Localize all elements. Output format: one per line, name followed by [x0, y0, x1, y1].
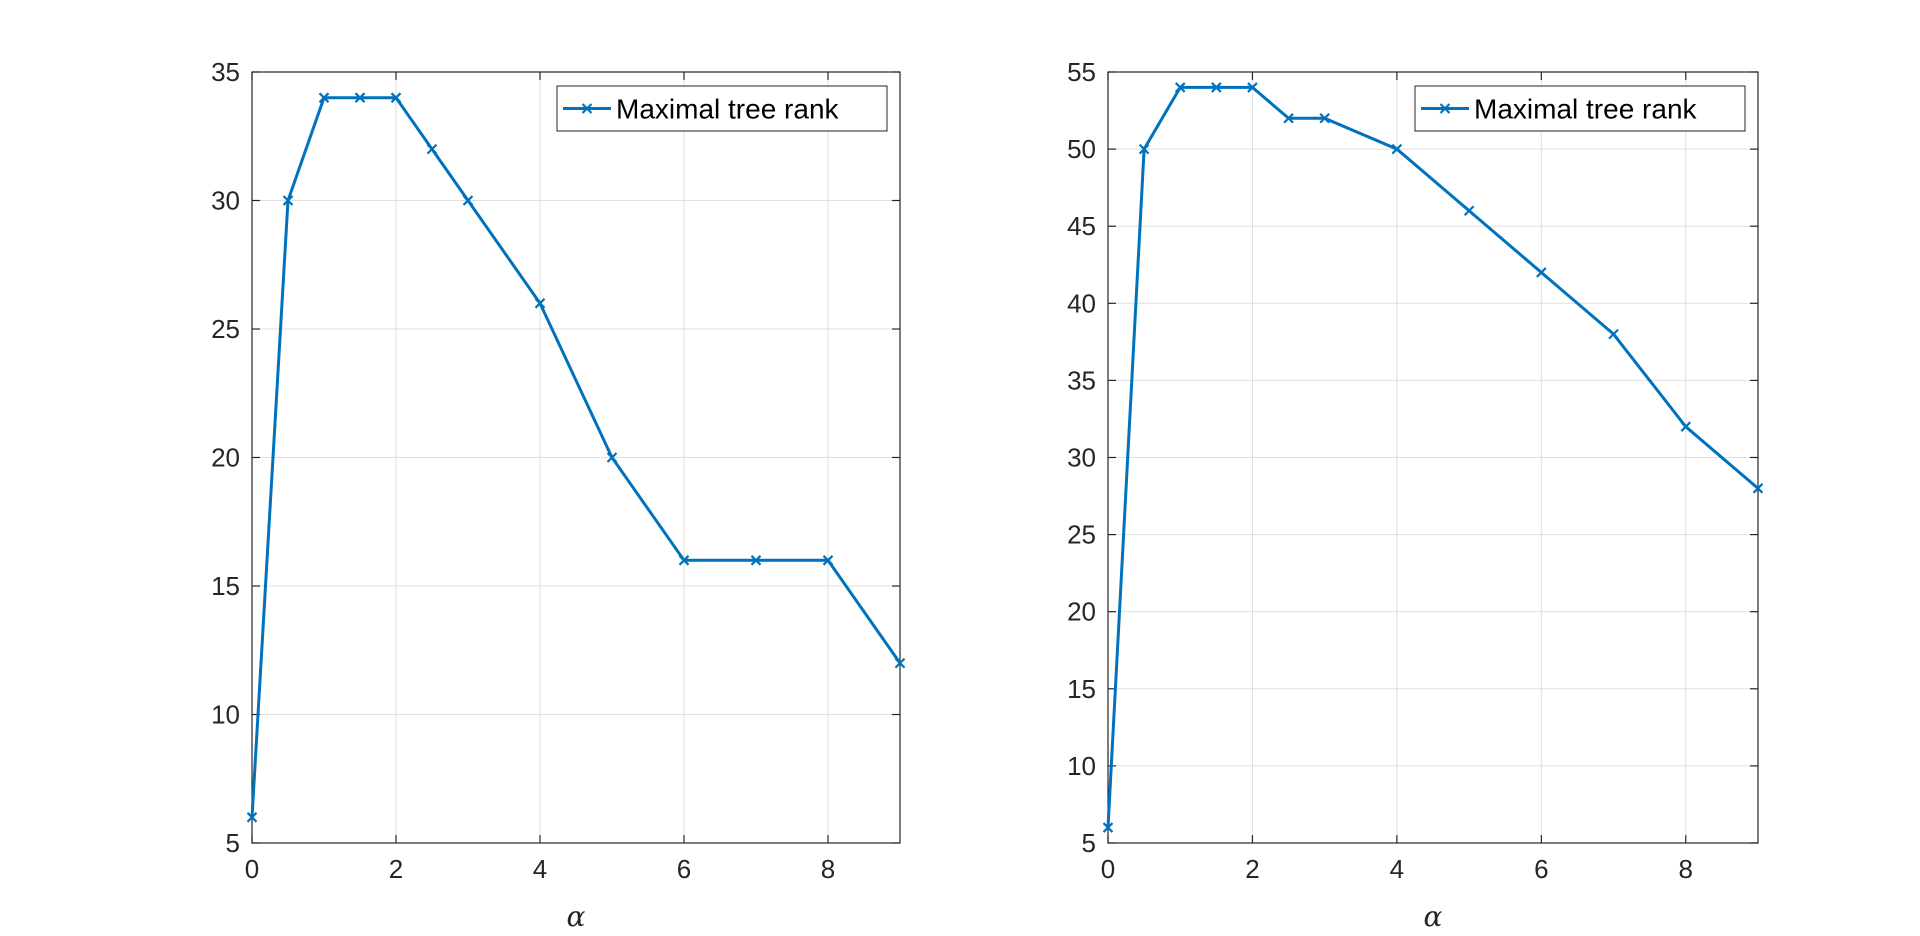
x-tick-label: 6	[1534, 854, 1548, 884]
y-tick-label: 5	[226, 828, 240, 858]
y-tick-label: 30	[211, 186, 240, 216]
x-tick-label: 0	[1101, 854, 1115, 884]
data-point-marker	[1536, 267, 1547, 278]
data-point-marker	[822, 555, 834, 566]
x-tick-label: 8	[1679, 854, 1693, 884]
x-tick-label: 2	[1245, 854, 1259, 884]
legend-box	[556, 85, 888, 132]
x-tick-label: 4	[1390, 854, 1404, 884]
marker-stroke	[894, 657, 906, 669]
y-tick-label: 45	[1067, 211, 1096, 241]
data-point-marker	[1319, 112, 1330, 124]
marker-stroke	[426, 143, 438, 155]
y-tick-label: 30	[1067, 443, 1096, 473]
data-point-marker	[1211, 82, 1222, 93]
left-chart: 0 2 4 6 8 5 10 15 20 25 30 35 α Maximal tree rank	[211, 57, 906, 933]
marker-stroke	[1102, 822, 1114, 833]
y-tick-label: 25	[1067, 520, 1096, 550]
marker-stroke	[1138, 143, 1150, 155]
x-tick-label: 0	[245, 854, 259, 884]
data-point-marker	[282, 195, 294, 206]
data-point-marker	[750, 555, 762, 566]
marker-stroke	[822, 555, 834, 566]
marker-stroke	[1463, 205, 1475, 217]
data-point-marker	[1391, 143, 1403, 155]
data-point-marker	[354, 92, 366, 103]
y-tick-label: 15	[211, 571, 240, 601]
marker-stroke	[1608, 328, 1619, 340]
right-chart: 0 2 4 6 8 5 10 15 20 25 30 35 40 45 50 55 α Maximal tree …	[1067, 57, 1764, 933]
y-tick-label: 25	[211, 314, 240, 344]
x-tick-label: 6	[677, 854, 691, 884]
y-tick-label: 10	[211, 700, 240, 730]
legend-label: Maximal tree rank	[1474, 94, 1698, 125]
data-point-marker	[462, 195, 474, 206]
legend: Maximal tree rank	[1414, 85, 1746, 132]
y-tick-label: 40	[1067, 288, 1096, 318]
marker-stroke	[1391, 143, 1403, 155]
marker-stroke	[1283, 112, 1294, 124]
data-point-marker	[246, 812, 258, 823]
y-tick-label: 50	[1067, 134, 1096, 164]
x-axis-label: α	[567, 900, 586, 933]
marker-stroke	[318, 92, 330, 103]
y-tick-label: 10	[1067, 751, 1096, 781]
data-point-marker	[1247, 82, 1258, 93]
x-axis-label: α	[1424, 900, 1443, 933]
data-point-marker	[534, 298, 546, 309]
y-tick-label: 15	[1067, 674, 1096, 704]
marker-stroke	[354, 92, 366, 103]
y-tick-label: 55	[1067, 57, 1096, 87]
data-point-marker	[1463, 205, 1475, 217]
legend-box	[1414, 85, 1746, 132]
data-point-marker	[426, 143, 438, 155]
y-tick-label: 5	[1082, 828, 1096, 858]
marker-stroke	[462, 195, 474, 206]
data-point-marker	[1680, 421, 1692, 432]
data-point-marker	[1608, 328, 1619, 340]
legend-label: Maximal tree rank	[616, 94, 840, 125]
marker-stroke	[1211, 82, 1222, 93]
marker-stroke	[1247, 82, 1258, 93]
data-point-marker	[1102, 822, 1114, 833]
marker-stroke	[246, 812, 258, 823]
x-tick-label: 4	[533, 854, 547, 884]
marker-stroke	[1752, 483, 1764, 494]
marker-stroke	[282, 195, 294, 206]
data-point-marker	[1174, 82, 1186, 93]
legend-swatch-marker	[1439, 103, 1451, 114]
marker-stroke	[1174, 82, 1186, 93]
data-point-marker	[1138, 143, 1150, 155]
marker-stroke	[1319, 112, 1330, 124]
data-point-marker	[1752, 483, 1764, 494]
data-point-marker	[894, 657, 906, 669]
y-tick-label: 20	[211, 443, 240, 473]
x-tick-label: 2	[389, 854, 403, 884]
data-point-marker	[678, 555, 690, 566]
marker-stroke	[1536, 267, 1547, 278]
marker-stroke	[750, 555, 762, 566]
x-tick-label: 8	[821, 854, 835, 884]
data-point-marker	[318, 92, 330, 103]
marker-stroke	[390, 92, 402, 103]
y-tick-label: 35	[211, 57, 240, 87]
data-point-marker	[1283, 112, 1294, 124]
marker-stroke	[534, 298, 546, 309]
legend: Maximal tree rank	[556, 85, 888, 132]
y-tick-label: 20	[1067, 597, 1096, 627]
data-point-marker	[606, 452, 618, 463]
data-point-marker	[390, 92, 402, 103]
legend-swatch-marker	[581, 103, 593, 114]
marker-stroke	[678, 555, 690, 566]
marker-stroke	[1680, 421, 1692, 432]
marker-stroke	[606, 452, 618, 463]
y-tick-label: 35	[1067, 365, 1096, 395]
